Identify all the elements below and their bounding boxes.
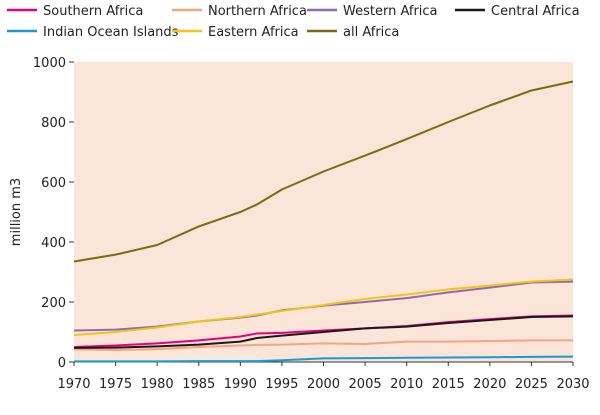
y-tick-label: 400 xyxy=(41,236,66,251)
x-tick-label: 1995 xyxy=(265,377,298,392)
legend-label: Northern Africa xyxy=(208,4,307,19)
x-tick-label: 1975 xyxy=(99,377,132,392)
x-tick-label: 1990 xyxy=(224,377,257,392)
y-tick-label: 600 xyxy=(41,176,66,191)
legend-label: all Africa xyxy=(343,25,399,40)
y-tick-label: 800 xyxy=(41,116,66,131)
series-line-indian-ocean-islands xyxy=(74,355,574,363)
y-tick-label: 0 xyxy=(58,356,66,371)
x-tick-label: 1985 xyxy=(182,377,215,392)
plot-background xyxy=(74,62,573,362)
x-tick-label: 2000 xyxy=(307,377,340,392)
series-line-central-africa xyxy=(73,315,574,349)
x-tick-label: 2015 xyxy=(432,377,465,392)
legend-label: Southern Africa xyxy=(43,4,143,19)
legend-label: Central Africa xyxy=(491,4,580,19)
x-tick-label: 2005 xyxy=(349,377,382,392)
x-tick-label: 1970 xyxy=(57,377,90,392)
legend-label: Western Africa xyxy=(343,4,438,19)
x-tick-label: 2020 xyxy=(473,377,506,392)
x-tick-label: 2025 xyxy=(515,377,548,392)
axes: 1970 1975 1980 1985 1990 1995 2000 2005 2010 2015… xyxy=(33,56,590,392)
x-tick-label: 2030 xyxy=(556,377,589,392)
series-line-eastern-africa xyxy=(73,278,574,336)
legend-label: Indian Ocean Islands xyxy=(43,25,179,40)
series-lines xyxy=(73,80,574,363)
x-tick-label: 2010 xyxy=(390,377,423,392)
y-axis-label: million m3 xyxy=(9,178,24,246)
series-line-all-africa xyxy=(73,80,574,263)
x-tick-label: 1980 xyxy=(141,377,174,392)
series-line-northern-africa xyxy=(73,339,573,351)
legend-label: Eastern Africa xyxy=(208,25,299,40)
y-tick-label: 1000 xyxy=(33,56,66,71)
legend: Southern Africa Northern Africa Western Af… xyxy=(7,4,580,40)
y-tick-label: 200 xyxy=(41,296,66,311)
